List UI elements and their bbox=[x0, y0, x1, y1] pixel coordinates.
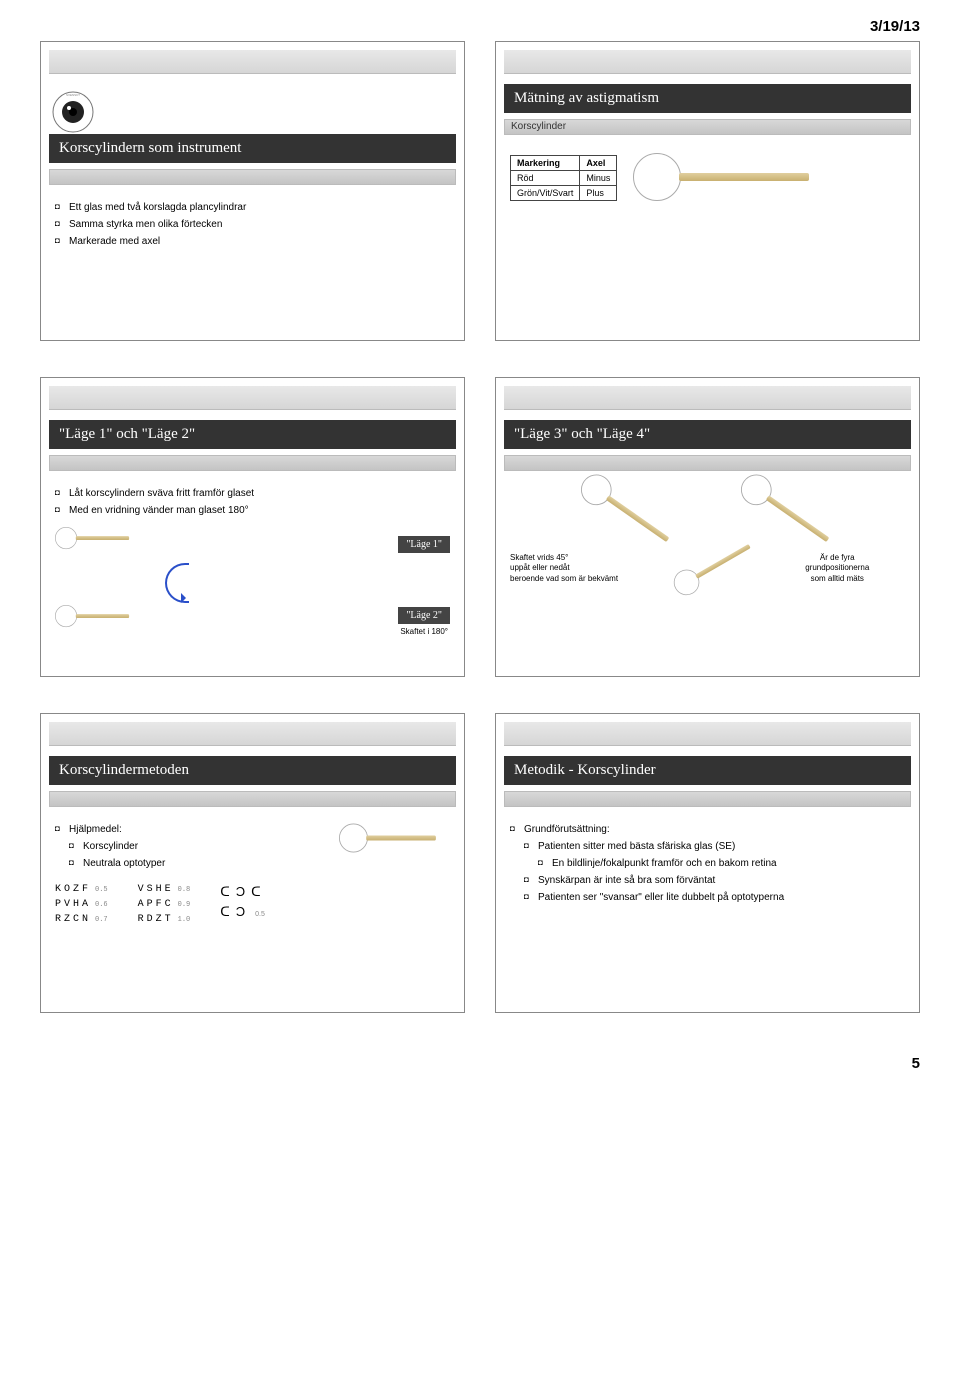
lens-illustration bbox=[734, 468, 840, 555]
slide-topbar bbox=[49, 50, 456, 74]
th: Axel bbox=[580, 156, 617, 171]
bullet-item: Låt korscylindern sväva fritt framför gl… bbox=[55, 485, 450, 502]
lens-illustration bbox=[339, 824, 441, 853]
slide-title: Korscylindermetoden bbox=[49, 756, 456, 785]
slide-topbar bbox=[504, 50, 911, 74]
bullet-list: Ett glas med två korslagda plancylindrar… bbox=[55, 199, 450, 250]
lens-illustration bbox=[55, 605, 133, 627]
bullet-list: Grundförutsättning: Patienten sitter med… bbox=[510, 821, 905, 906]
bullet-item: Med en vridning vänder man glaset 180° bbox=[55, 502, 450, 519]
slide-2: Mätning av astigmatism Korscylinder Mark… bbox=[495, 41, 920, 341]
bullet-item: Synskärpan är inte så bra som förväntat bbox=[510, 872, 905, 889]
slide-3: "Läge 1" och "Läge 2" Låt korscylindern … bbox=[40, 377, 465, 677]
bullet-item: Patienten sitter med bästa sfäriska glas… bbox=[510, 838, 905, 855]
slide-4: "Läge 3" och "Läge 4" Skaftet vrids 45° … bbox=[495, 377, 920, 677]
bullet-item: Patienten ser "svansar" eller lite dubbe… bbox=[510, 889, 905, 906]
bullet-item: Neutrala optotyper bbox=[55, 855, 310, 872]
slide-title: "Läge 1" och "Läge 2" bbox=[49, 420, 456, 449]
bullet-item: En bildlinje/fokalpunkt framför och en b… bbox=[510, 855, 905, 872]
position-label-1: "Läge 1" bbox=[398, 536, 450, 553]
th: Markering bbox=[511, 156, 580, 171]
slide-accent bbox=[49, 791, 456, 807]
logo-icon: SVENSKT bbox=[51, 90, 95, 134]
slide-title: Mätning av astigmatism bbox=[504, 84, 911, 113]
slide-subtitle: Korscylinder bbox=[511, 121, 566, 132]
note-left: Skaftet vrids 45° uppåt eller nedåt bero… bbox=[510, 553, 646, 584]
bullet-item: Hjälpmedel: bbox=[55, 821, 310, 838]
bullet-list: Låt korscylindern sväva fritt framför gl… bbox=[55, 485, 450, 519]
optotype-col: KOZF0.5 PVHA0.6 RZCN0.7 bbox=[55, 882, 108, 927]
rotation-arrow-icon bbox=[165, 563, 189, 603]
lens-illustration bbox=[669, 540, 747, 600]
bullet-item: Korscylinder bbox=[55, 838, 310, 855]
slide-topbar bbox=[49, 722, 456, 746]
bullet-list: Hjälpmedel: Korscylinder Neutrala optoty… bbox=[55, 821, 310, 872]
page-date: 3/19/13 bbox=[0, 0, 960, 41]
optotype-col-landolt: ᑕƆᑕ ᑕƆ0.5 bbox=[220, 882, 266, 921]
slide-row-3: Korscylindermetoden Hjälpmedel: Korscyli… bbox=[0, 713, 960, 1049]
slide-row-1: SVENSKT Korscylindern som instrument Ett… bbox=[0, 41, 960, 377]
slide-row-2: "Läge 1" och "Läge 2" Låt korscylindern … bbox=[0, 377, 960, 713]
slide-6: Metodik - Korscylinder Grundförutsättnin… bbox=[495, 713, 920, 1013]
note-right: Är de fyra grundpositionerna som alltid … bbox=[770, 553, 906, 584]
td: Grön/Vit/Svart bbox=[511, 186, 580, 201]
position-label-2: "Läge 2" bbox=[398, 607, 450, 624]
slide-accent: Korscylinder bbox=[504, 119, 911, 135]
slide-topbar bbox=[504, 722, 911, 746]
slide-title: Korscylindern som instrument bbox=[49, 134, 456, 163]
lens-illustration bbox=[633, 153, 813, 203]
optotype-col: VSHE0.8 APFC0.9 RDZT1.0 bbox=[138, 882, 191, 927]
optotype-charts: KOZF0.5 PVHA0.6 RZCN0.7 VSHE0.8 APFC0.9 … bbox=[55, 882, 450, 927]
page-number: 5 bbox=[0, 1049, 960, 1090]
slide-title: "Läge 3" och "Läge 4" bbox=[504, 420, 911, 449]
bullet-item: Markerade med axel bbox=[55, 233, 450, 250]
td: Röd bbox=[511, 171, 580, 186]
slide-accent bbox=[504, 791, 911, 807]
slide-accent bbox=[504, 455, 911, 471]
bullet-item: Ett glas med två korslagda plancylindrar bbox=[55, 199, 450, 216]
lens-illustration bbox=[55, 527, 133, 549]
svg-text:SVENSKT: SVENSKT bbox=[66, 93, 80, 97]
marking-table: MarkeringAxel RödMinus Grön/Vit/SvartPlu… bbox=[510, 155, 617, 201]
caption: Skaftet i 180° bbox=[398, 627, 450, 637]
bullet-item: Samma styrka men olika förtecken bbox=[55, 216, 450, 233]
bullet-item: Grundförutsättning: bbox=[510, 821, 905, 838]
slide-1: SVENSKT Korscylindern som instrument Ett… bbox=[40, 41, 465, 341]
lens-illustration bbox=[574, 468, 680, 555]
td: Plus bbox=[580, 186, 617, 201]
slide-title: Metodik - Korscylinder bbox=[504, 756, 911, 785]
slide-5: Korscylindermetoden Hjälpmedel: Korscyli… bbox=[40, 713, 465, 1013]
td: Minus bbox=[580, 171, 617, 186]
slide-accent bbox=[49, 169, 456, 185]
slide-accent bbox=[49, 455, 456, 471]
slide-topbar bbox=[504, 386, 911, 410]
slide-topbar bbox=[49, 386, 456, 410]
